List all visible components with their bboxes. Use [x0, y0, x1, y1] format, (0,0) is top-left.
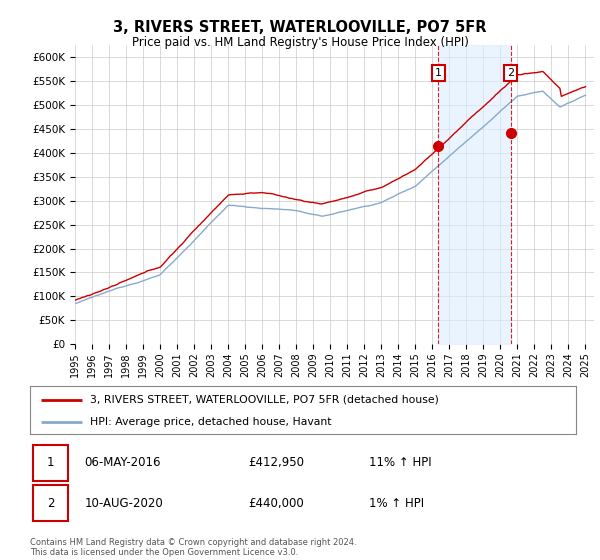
FancyBboxPatch shape	[33, 445, 68, 480]
FancyBboxPatch shape	[33, 486, 68, 521]
Text: 2: 2	[507, 68, 514, 78]
Text: 11% ↑ HPI: 11% ↑ HPI	[368, 456, 431, 469]
Text: 3, RIVERS STREET, WATERLOOVILLE, PO7 5FR: 3, RIVERS STREET, WATERLOOVILLE, PO7 5FR	[113, 20, 487, 35]
Text: 06-MAY-2016: 06-MAY-2016	[85, 456, 161, 469]
Text: 10-AUG-2020: 10-AUG-2020	[85, 497, 163, 510]
Text: Price paid vs. HM Land Registry's House Price Index (HPI): Price paid vs. HM Land Registry's House …	[131, 36, 469, 49]
Text: 1% ↑ HPI: 1% ↑ HPI	[368, 497, 424, 510]
Text: HPI: Average price, detached house, Havant: HPI: Average price, detached house, Hava…	[90, 417, 332, 427]
Text: 1: 1	[435, 68, 442, 78]
Text: 1: 1	[47, 456, 54, 469]
Text: Contains HM Land Registry data © Crown copyright and database right 2024.
This d: Contains HM Land Registry data © Crown c…	[30, 538, 356, 557]
Text: 2: 2	[47, 497, 54, 510]
Text: 3, RIVERS STREET, WATERLOOVILLE, PO7 5FR (detached house): 3, RIVERS STREET, WATERLOOVILLE, PO7 5FR…	[90, 395, 439, 405]
Text: £412,950: £412,950	[248, 456, 304, 469]
Text: £440,000: £440,000	[248, 497, 304, 510]
